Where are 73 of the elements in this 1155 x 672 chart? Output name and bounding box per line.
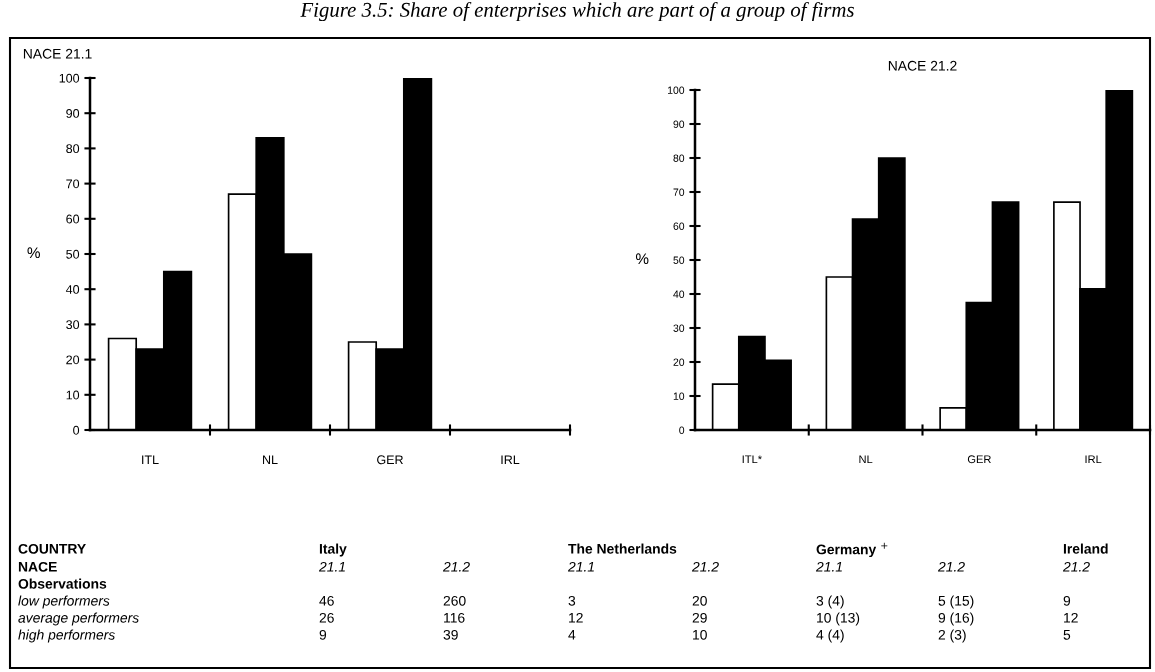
text: 39 [443,629,458,640]
y-tick-label: 0 [73,425,80,435]
y-tick-label: 80 [66,144,80,154]
text: 5 [1063,630,1071,640]
text: COUNTRY [18,543,86,554]
text: Figure 3.5: Share of enterprises which are part of a group of firms [300,2,854,22]
y-tick-label: 20 [673,358,685,366]
text: Italy [319,543,347,557]
x-tick-label: ITL [142,455,159,465]
text: 21.2 [937,561,965,572]
text: 3 [568,595,576,606]
text: 12 [569,612,583,623]
text: 26 [319,612,334,623]
y-tick-label: 90 [66,109,80,118]
text: 46 [319,595,334,606]
text: 10 (13) [817,612,860,626]
text: 12 [1064,612,1078,623]
x-tick-label: ITL* [742,455,762,464]
y-tick-label: 20 [66,355,80,365]
x-tick-label: IRL [1085,455,1102,464]
y-tick-label: 100 [668,86,685,94]
y-tick-label: 10 [66,390,80,400]
text: Ireland [1063,543,1108,554]
x-tick-label: GER [377,455,403,465]
text: 9 (16) [938,612,974,626]
y-tick-label: 40 [673,290,685,298]
text: 9 [319,629,327,640]
y-tick-label: 40 [65,285,80,294]
text: 5 (15) [938,595,974,609]
text: 21.1 [318,561,345,572]
y-tick-label: 70 [673,188,685,196]
y-axis-title: % [635,253,649,265]
x-tick-label: IRL [501,455,520,465]
y-tick-label: 70 [66,179,80,189]
text: 20 [692,595,707,606]
y-tick-label: 60 [66,214,80,224]
y-tick-label: 100 [59,73,80,83]
text: 21.2 [442,561,470,572]
text: 9 [1063,595,1071,606]
text: 21.1 [567,561,594,572]
text: Germany $^{+}$ [816,542,888,558]
x-tick-label: NL [859,455,873,464]
text: low performers [18,595,110,609]
text: The Netherlands [568,543,677,554]
y-tick-label: 50 [66,249,80,259]
text: 4 (4) [816,629,844,643]
text: 260 [443,595,466,606]
text: 21.2 [1062,561,1090,572]
text: 10 [693,629,707,640]
text: 3 (4) [816,595,844,609]
chart-title: NACE 21.2 [888,60,957,71]
chart-title: NACE 21.1 [23,48,92,59]
y-tick-label: 80 [673,154,685,162]
text: 21.2 [691,561,719,572]
text: Observations [18,578,107,589]
text: NACE [18,561,57,572]
text: high performers [18,629,115,643]
x-tick-label: NL [263,455,278,465]
y-tick-label: 10 [673,392,685,400]
y-tick-label: 0 [679,426,685,434]
y-tick-label: 50 [673,256,685,264]
text: 29 [692,612,707,623]
x-tick-label: GER [967,455,991,464]
text: 2 (3) [938,629,966,643]
text: 4 [568,630,576,640]
text: 116 [444,612,465,623]
y-axis-title: % [27,247,40,259]
y-tick-label: 60 [673,222,685,230]
text: average performers [18,612,139,626]
y-tick-label: 30 [66,320,80,330]
text: 21.1 [815,561,842,572]
y-tick-label: 30 [673,324,685,332]
y-tick-label: 90 [673,120,685,128]
